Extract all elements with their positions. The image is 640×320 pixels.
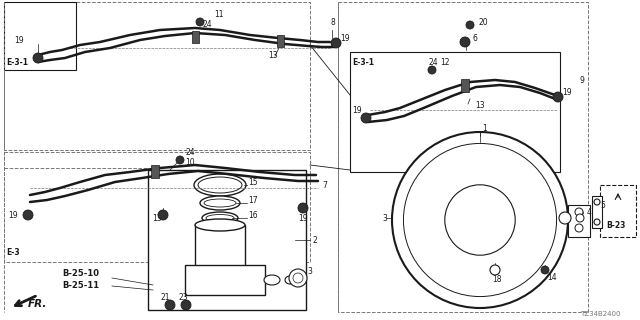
Bar xyxy=(4,152,310,262)
Text: FR.: FR. xyxy=(28,299,47,309)
Text: 24: 24 xyxy=(185,148,195,156)
Text: 3: 3 xyxy=(307,268,312,276)
Circle shape xyxy=(289,269,307,287)
Text: 13: 13 xyxy=(268,51,278,60)
Text: 17: 17 xyxy=(248,196,258,204)
Text: 11: 11 xyxy=(214,10,223,19)
Bar xyxy=(276,35,284,47)
Text: 6: 6 xyxy=(472,34,477,43)
Ellipse shape xyxy=(195,267,245,279)
Text: TZ34B2400: TZ34B2400 xyxy=(580,311,621,317)
Bar xyxy=(148,170,306,310)
Text: E-3-1: E-3-1 xyxy=(6,58,28,67)
Circle shape xyxy=(559,212,571,224)
Text: 10: 10 xyxy=(185,157,195,166)
Bar xyxy=(568,205,590,237)
Text: E-3: E-3 xyxy=(6,247,20,257)
Ellipse shape xyxy=(194,174,246,196)
Ellipse shape xyxy=(264,275,280,285)
Text: 14: 14 xyxy=(547,274,557,283)
Text: 19: 19 xyxy=(298,213,308,222)
Circle shape xyxy=(428,66,436,74)
Text: 23: 23 xyxy=(178,293,188,302)
Circle shape xyxy=(541,266,549,274)
Circle shape xyxy=(575,208,583,216)
Text: 16: 16 xyxy=(248,211,258,220)
Text: 5: 5 xyxy=(600,201,605,210)
Bar xyxy=(4,2,310,150)
Ellipse shape xyxy=(198,177,242,193)
Circle shape xyxy=(392,132,568,308)
Text: 12: 12 xyxy=(440,58,449,67)
Text: 9: 9 xyxy=(580,76,585,84)
Circle shape xyxy=(293,273,303,283)
Text: 18: 18 xyxy=(492,276,502,284)
Bar xyxy=(461,78,469,92)
Text: 1: 1 xyxy=(482,124,487,132)
Text: 4: 4 xyxy=(587,207,592,217)
Bar xyxy=(151,164,159,178)
Circle shape xyxy=(594,199,600,205)
Circle shape xyxy=(33,53,43,63)
Text: 13: 13 xyxy=(475,100,484,109)
Text: 15: 15 xyxy=(248,178,258,187)
Text: 24: 24 xyxy=(428,58,438,67)
Circle shape xyxy=(165,300,175,310)
Circle shape xyxy=(298,203,308,213)
Text: E-3-1: E-3-1 xyxy=(352,58,374,67)
Text: 19: 19 xyxy=(340,34,349,43)
Text: 20: 20 xyxy=(478,18,488,27)
Text: 3: 3 xyxy=(382,213,387,222)
Ellipse shape xyxy=(200,196,240,210)
Text: B-25-10: B-25-10 xyxy=(62,269,99,278)
Text: 19: 19 xyxy=(352,106,362,115)
Text: B-25-11: B-25-11 xyxy=(62,282,99,291)
Text: 19: 19 xyxy=(8,211,18,220)
Text: 19: 19 xyxy=(562,87,572,97)
Circle shape xyxy=(445,185,515,255)
Ellipse shape xyxy=(285,276,295,284)
Text: 13: 13 xyxy=(152,213,162,222)
Circle shape xyxy=(575,224,583,232)
Circle shape xyxy=(158,210,168,220)
Circle shape xyxy=(466,21,474,29)
Bar xyxy=(592,196,602,228)
Circle shape xyxy=(490,265,500,275)
Text: 7: 7 xyxy=(322,180,327,189)
Circle shape xyxy=(553,92,563,102)
Ellipse shape xyxy=(204,199,236,207)
Bar xyxy=(600,185,636,237)
Text: 24: 24 xyxy=(202,20,212,28)
Bar xyxy=(4,2,76,70)
Ellipse shape xyxy=(195,219,245,231)
Circle shape xyxy=(460,37,470,47)
Circle shape xyxy=(576,214,584,222)
Circle shape xyxy=(196,18,204,26)
Ellipse shape xyxy=(202,212,238,224)
Circle shape xyxy=(181,300,191,310)
Circle shape xyxy=(176,156,184,164)
Ellipse shape xyxy=(206,214,234,221)
Circle shape xyxy=(23,210,33,220)
Text: 19: 19 xyxy=(14,36,24,44)
Circle shape xyxy=(361,113,371,123)
Bar xyxy=(191,31,198,43)
Bar xyxy=(338,2,588,312)
Circle shape xyxy=(331,38,341,48)
Bar xyxy=(350,52,560,172)
Text: 2: 2 xyxy=(312,236,317,244)
Bar xyxy=(185,265,265,295)
Text: 22: 22 xyxy=(575,211,584,220)
Bar xyxy=(195,225,245,273)
Text: 21: 21 xyxy=(160,293,170,302)
Circle shape xyxy=(594,219,600,225)
Text: B-23: B-23 xyxy=(606,220,626,229)
Text: 8: 8 xyxy=(330,18,335,27)
